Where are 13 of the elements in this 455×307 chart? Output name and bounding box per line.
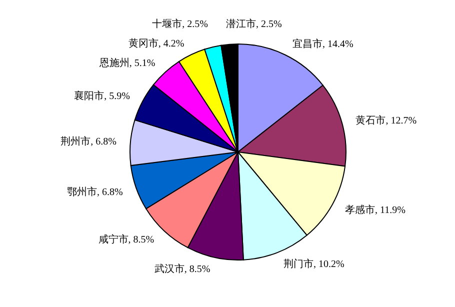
slice-label: 孝感市, 11.9%	[344, 204, 406, 216]
slice-label: 襄阳市, 5.9%	[74, 90, 130, 102]
slice-label: 咸宁市, 8.5%	[98, 234, 154, 246]
slice-label: 恩施州, 5.1%	[98, 57, 156, 70]
slice-label: 武汉市, 8.5%	[154, 263, 210, 276]
slice-label: 黄石市, 12.7%	[356, 114, 417, 126]
slice-label: 黄冈市, 4.2%	[128, 38, 184, 50]
slice-label: 宜昌市, 14.4%	[292, 38, 354, 50]
slice-label: 鄂州市, 6.8%	[66, 186, 123, 198]
slice-label: 潜江市, 2.5%	[226, 18, 282, 30]
slice-label: 荆州市, 6.8%	[60, 135, 116, 148]
slice-label: 十堰市, 2.5%	[152, 18, 208, 30]
slice-label: 荆门市, 10.2%	[283, 258, 344, 270]
